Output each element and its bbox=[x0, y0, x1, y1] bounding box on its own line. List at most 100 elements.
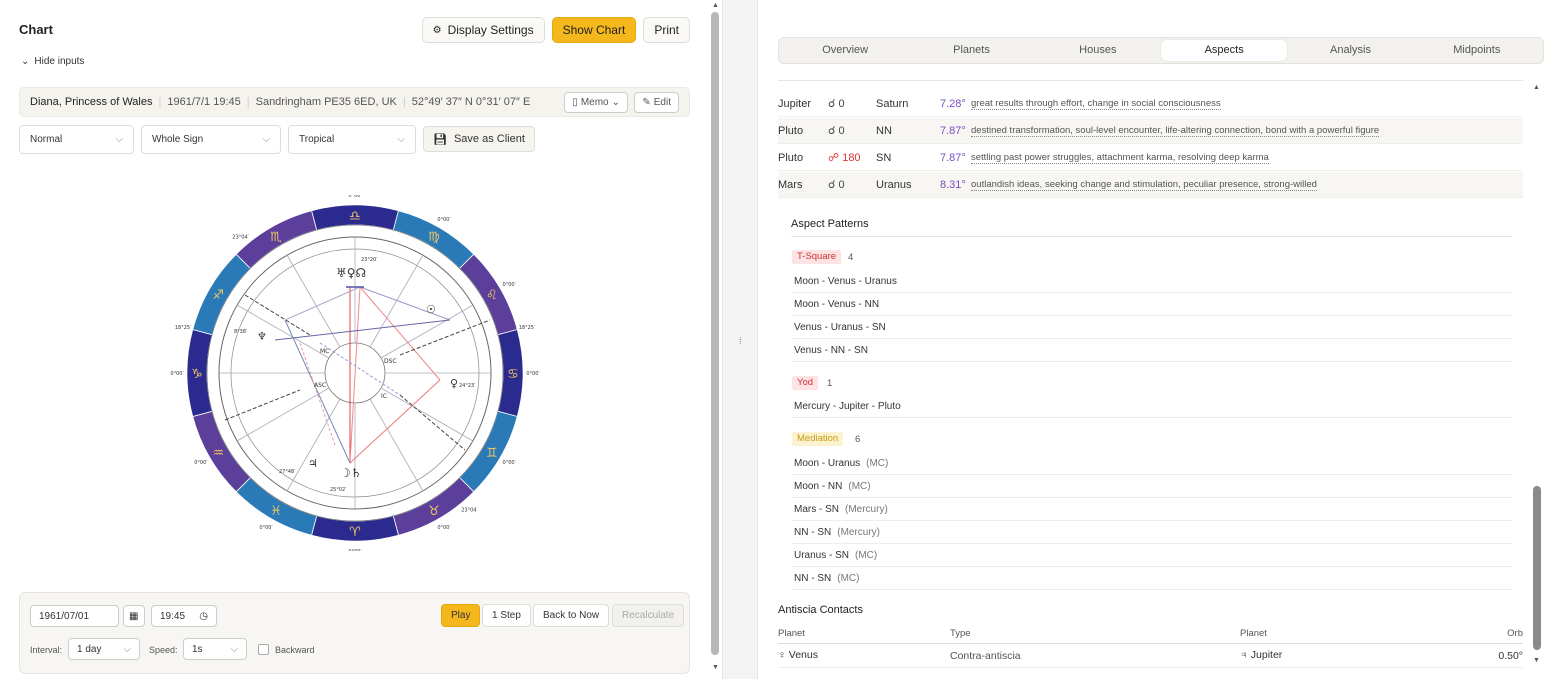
scroll-up-arrow-icon[interactable]: ▲ bbox=[1533, 84, 1540, 91]
degree-label: 0°00′ bbox=[348, 195, 362, 199]
column-header: Planet bbox=[778, 628, 805, 639]
subject-lat: 52°49′ 37″ N bbox=[411, 96, 473, 108]
scroll-up-arrow-icon[interactable]: ▲ bbox=[712, 2, 719, 9]
degree-label: 23°04′ bbox=[461, 507, 478, 513]
zodiac-sign-glyph: ♑ bbox=[191, 367, 203, 382]
degree-label: 0°00′ bbox=[503, 282, 517, 288]
scroll-down-arrow-icon[interactable]: ▼ bbox=[712, 664, 719, 671]
left-scrollbar-thumb[interactable] bbox=[711, 12, 719, 655]
aspect-description[interactable]: great results through effort, change in … bbox=[971, 97, 1221, 110]
clock-icon: ◷ bbox=[199, 610, 208, 622]
degree-label: 0°00′ bbox=[348, 549, 362, 551]
pattern-text: Mercury - Jupiter - Pluto bbox=[794, 400, 901, 412]
mediation-count: 6 bbox=[855, 434, 861, 445]
tab-houses[interactable]: Houses bbox=[1079, 44, 1117, 56]
tab-planets[interactable]: Planets bbox=[953, 44, 990, 56]
edit-button[interactable]: ✎ Edit bbox=[634, 92, 679, 113]
zodiac-sign-glyph: ♓ bbox=[270, 504, 282, 519]
planet-degree-label: 24°23′ bbox=[459, 383, 476, 389]
house-system-value: Whole Sign bbox=[152, 134, 204, 145]
tab-overview[interactable]: Overview bbox=[822, 44, 869, 56]
calendar-button[interactable]: ▦ bbox=[123, 605, 145, 627]
degree-label: 0°00′ bbox=[437, 525, 451, 531]
antiscia-orb: 0.50° bbox=[1498, 650, 1523, 662]
save-as-client-button[interactable]: 💾︎ Save as Client bbox=[423, 126, 535, 152]
zodiac-sign-glyph: ♌ bbox=[486, 288, 498, 303]
aspect-planet-1: Pluto bbox=[778, 124, 804, 137]
chevron-down-icon: ⌄ bbox=[611, 97, 620, 108]
mediation-badge: Mediation bbox=[792, 432, 844, 446]
tab-aspects[interactable]: Aspects bbox=[1160, 40, 1288, 61]
tab-midpoints[interactable]: Midpoints bbox=[1453, 44, 1501, 56]
tsquare-count: 4 bbox=[848, 252, 854, 263]
pattern-note: (MC) bbox=[855, 549, 878, 561]
date-input[interactable]: 1961/07/01 bbox=[30, 605, 119, 627]
pattern-note: (Mercury) bbox=[837, 526, 881, 538]
step-button[interactable]: 1 Step bbox=[482, 604, 531, 627]
tab-analysis[interactable]: Analysis bbox=[1329, 44, 1371, 56]
zodiac-sign-glyph: ♎ bbox=[349, 209, 361, 224]
aspect-planet-1: Pluto bbox=[778, 151, 804, 164]
aspect-row[interactable]: Pluto ☍ 180 SN 7.87° settling past power… bbox=[778, 145, 1523, 171]
planet-degree-label: 27°48′ bbox=[279, 469, 296, 475]
zodiac-select[interactable]: Tropical ⌵ bbox=[288, 125, 416, 154]
pattern-text: Moon - Venus - NN bbox=[794, 298, 880, 310]
print-button[interactable]: Print bbox=[643, 17, 690, 43]
pattern-note: (Mercury) bbox=[845, 503, 888, 515]
aspect-row[interactable]: Pluto ☌ 0 NN 7.87° destined transformati… bbox=[778, 118, 1523, 144]
aspect-description[interactable]: settling past power struggles, attachmen… bbox=[971, 151, 1269, 164]
display-settings-button[interactable]: ⚙ Display Settings bbox=[421, 17, 545, 43]
pattern-note: (MC) bbox=[866, 457, 889, 469]
recalculate-button[interactable]: Recalculate bbox=[612, 604, 685, 627]
pattern-item: Mercury - Jupiter - Pluto bbox=[791, 395, 1512, 418]
zodiac-sign-glyph: ♋ bbox=[507, 367, 519, 382]
aspect-description[interactable]: destined transformation, soul-level enco… bbox=[971, 124, 1380, 137]
speed-select[interactable]: 1s ⌵ bbox=[183, 638, 247, 660]
hide-inputs-toggle[interactable]: ⌄ Hide inputs bbox=[21, 56, 84, 67]
interval-select[interactable]: 1 day ⌵ bbox=[68, 638, 140, 660]
pencil-icon: ✎ bbox=[642, 97, 651, 108]
zodiac-sign-glyph: ♏ bbox=[270, 230, 282, 245]
table-row[interactable]: ♀ Venus Contra-antiscia ♃ Jupiter 0.50° bbox=[778, 646, 1523, 668]
play-button[interactable]: Play bbox=[441, 604, 481, 627]
time-input[interactable]: 19:45 ◷ bbox=[151, 605, 217, 627]
zodiac-sign-glyph: ♊ bbox=[486, 446, 498, 461]
mc-label: MC bbox=[320, 348, 329, 355]
sun-glyph: ☉ bbox=[426, 303, 436, 316]
mode-select[interactable]: Normal ⌵ bbox=[19, 125, 134, 154]
panel-divider[interactable] bbox=[722, 0, 758, 679]
degree-label: 18°25′ bbox=[175, 325, 192, 331]
display-settings-label: Display Settings bbox=[447, 23, 534, 37]
divider bbox=[778, 80, 1523, 81]
column-header: Planet bbox=[1240, 628, 1267, 639]
pattern-note: (MC) bbox=[837, 572, 860, 584]
toolbar: ⚙ Display Settings Show Chart Print bbox=[421, 17, 690, 43]
right-scrollbar-thumb[interactable] bbox=[1533, 486, 1541, 650]
animation-controls: 1961/07/01 ▦ 19:45 ◷ Play 1 Step Back to … bbox=[19, 592, 690, 674]
save-icon: 💾︎ bbox=[433, 133, 447, 146]
memo-button[interactable]: ▯ Memo ⌄ bbox=[564, 92, 628, 113]
aspect-row[interactable]: Jupiter ☌ 0 Saturn 7.28° great results t… bbox=[778, 91, 1523, 117]
astrology-chart-wheel: ♎ ♍ ♌ ♋ ♊ ♉ ♈ ♓ ♒ ♑ ♐ ♏ bbox=[170, 195, 540, 551]
aspect-planet-1: Mars bbox=[778, 178, 803, 191]
aspect-row[interactable]: Mars ☌ 0 Uranus 8.31° outlandish ideas, … bbox=[778, 172, 1523, 198]
scroll-down-arrow-icon[interactable]: ▼ bbox=[1533, 657, 1540, 664]
aspect-orb: 7.87° bbox=[940, 124, 966, 137]
resize-grip-icon[interactable]: ⁞ bbox=[739, 336, 742, 346]
zodiac-sign-glyph: ♍ bbox=[428, 230, 440, 245]
backward-checkbox[interactable] bbox=[258, 644, 269, 655]
degree-label: 0°00′ bbox=[437, 217, 451, 223]
antiscia-type: Contra-antiscia bbox=[950, 650, 1021, 662]
subject-info-bar: Diana, Princess of Wales | 1961/7/1 19:4… bbox=[19, 87, 690, 117]
zodiac-sign-glyph: ♒ bbox=[212, 446, 224, 461]
house-system-select[interactable]: Whole Sign ⌵ bbox=[141, 125, 281, 154]
back-to-now-button[interactable]: Back to Now bbox=[533, 604, 610, 627]
show-chart-button[interactable]: Show Chart bbox=[551, 17, 637, 43]
pattern-text: Venus - NN - SN bbox=[794, 344, 868, 356]
pattern-item: NN - SN (Mercury) bbox=[791, 521, 1512, 544]
angle-labels: MC ASC DSC IC bbox=[314, 348, 397, 400]
divider bbox=[791, 236, 1512, 237]
aspect-description[interactable]: outlandish ideas, seeking change and sti… bbox=[971, 178, 1317, 191]
pattern-item: Venus - Uranus - SN bbox=[791, 316, 1512, 339]
separator: | bbox=[158, 96, 162, 108]
